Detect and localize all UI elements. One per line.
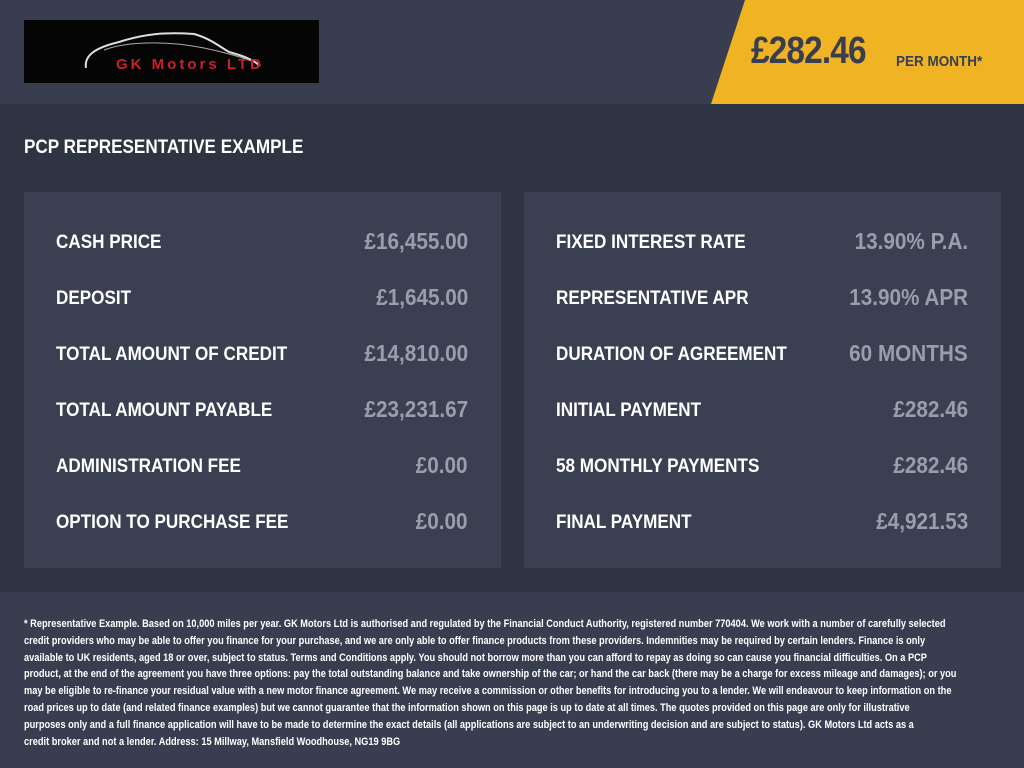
finance-value: £1,645.00 xyxy=(375,284,468,310)
finance-row: DEPOSIT £1,645.00 xyxy=(24,276,501,332)
left-finance-panel: CASH PRICE £16,455.00 DEPOSIT £1,645.00 TOTA… xyxy=(24,192,501,568)
finance-value: £14,810.00 xyxy=(364,340,468,366)
header: GK Motors LTD £282.46 PER MONTH* xyxy=(0,0,1024,104)
finance-value: £282.46 xyxy=(893,452,968,478)
disclaimer-line: credit providers who may be able to offe… xyxy=(24,634,926,647)
finance-value: 60 MONTHS xyxy=(849,340,968,366)
monthly-price: £282.46 xyxy=(751,30,867,72)
finance-label: REPRESENTATIVE APR xyxy=(556,288,749,309)
finance-value: £0.00 xyxy=(416,452,468,478)
finance-row: DURATION OF AGREEMENT 60 MONTHS xyxy=(524,332,1001,388)
gk-motors-logo[interactable]: GK Motors LTD xyxy=(24,20,319,83)
page-title: PCP REPRESENTATIVE EXAMPLE xyxy=(24,137,304,158)
disclaimer-footer: * Representative Example. Based on 10,00… xyxy=(0,592,1024,768)
finance-label: DEPOSIT xyxy=(56,288,132,309)
finance-label: CASH PRICE xyxy=(56,232,162,253)
finance-row: INITIAL PAYMENT £282.46 xyxy=(524,388,1001,444)
finance-row: REPRESENTATIVE APR 13.90% APR xyxy=(524,276,1001,332)
finance-value: £0.00 xyxy=(416,508,468,534)
per-month-label: PER MONTH* xyxy=(896,53,983,70)
finance-label: FINAL PAYMENT xyxy=(556,512,692,533)
finance-label: INITIAL PAYMENT xyxy=(556,400,702,421)
finance-label: DURATION OF AGREEMENT xyxy=(556,344,787,365)
finance-row: TOTAL AMOUNT OF CREDIT £14,810.00 xyxy=(24,332,501,388)
finance-label: ADMINISTRATION FEE xyxy=(56,456,241,477)
disclaimer-line: * Representative Example. Based on 10,00… xyxy=(24,618,946,630)
disclaimer-line: product, at the end of the agreement you… xyxy=(24,668,957,681)
finance-value: 13.90% APR xyxy=(849,284,968,310)
finance-row: 58 MONTHLY PAYMENTS £282.46 xyxy=(524,444,1001,500)
finance-value: £4,921.53 xyxy=(875,508,968,534)
finance-value: £282.46 xyxy=(893,396,968,422)
monthly-price-banner: £282.46 PER MONTH* xyxy=(711,0,1024,104)
finance-row: FIXED INTEREST RATE 13.90% P.A. xyxy=(524,220,1001,276)
car-silhouette-icon xyxy=(84,32,261,69)
disclaimer-line: available to UK residents, aged 18 or ov… xyxy=(24,651,927,664)
disclaimer-line: road prices up to date (and related fina… xyxy=(24,701,910,714)
finance-label: TOTAL AMOUNT OF CREDIT xyxy=(56,344,288,365)
finance-row: OPTION TO PURCHASE FEE £0.00 xyxy=(24,500,501,556)
finance-value: £23,231.67 xyxy=(364,396,468,422)
finance-row: TOTAL AMOUNT PAYABLE £23,231.67 xyxy=(24,388,501,444)
finance-label: 58 MONTHLY PAYMENTS xyxy=(556,456,760,477)
finance-row: ADMINISTRATION FEE £0.00 xyxy=(24,444,501,500)
right-finance-panel: FIXED INTEREST RATE 13.90% P.A. REPRESENTA… xyxy=(524,192,1001,568)
finance-row: CASH PRICE £16,455.00 xyxy=(24,220,501,276)
finance-value: £16,455.00 xyxy=(364,228,468,254)
disclaimer-line: credit broker and not a lender. Address:… xyxy=(24,735,401,748)
finance-value: 13.90% P.A. xyxy=(854,228,968,254)
finance-label: FIXED INTEREST RATE xyxy=(556,232,746,253)
finance-row: FINAL PAYMENT £4,921.53 xyxy=(524,500,1001,556)
finance-label: TOTAL AMOUNT PAYABLE xyxy=(56,400,273,421)
disclaimer-line: purposes only and a full finance applica… xyxy=(24,718,914,731)
logo-text: GK Motors LTD xyxy=(116,56,264,73)
disclaimer-line: may be eligible to re-finance your resid… xyxy=(24,685,952,698)
finance-label: OPTION TO PURCHASE FEE xyxy=(56,512,289,533)
